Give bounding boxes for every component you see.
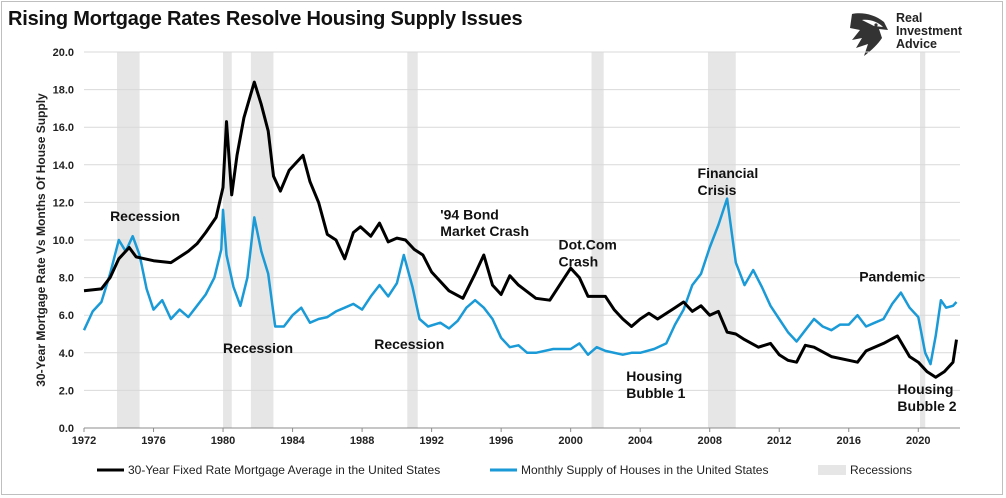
x-tick-label: 2008 [697,435,721,447]
brand-logo: Real Investment Advice [848,10,998,58]
annotation-label: Pandemic [859,268,925,284]
annotation-label: Housing [626,368,682,384]
eagle-head-icon [850,13,888,56]
annotations: Recession Recession Recession '94 BondMarke… [110,165,957,414]
x-tick-label: 2016 [837,435,861,447]
x-tick-label: 1996 [489,435,513,447]
x-tick-label: 1980 [211,435,235,447]
y-tick-label: 10.0 [53,235,74,247]
annotation-label: Recession [110,208,180,224]
annotation-label: Housing [897,381,953,397]
y-tick-label: 18.0 [53,85,74,97]
y-tick-label: 8.0 [59,273,74,285]
brand-name: Real Investment Advice [896,12,962,51]
brand-name-line3: Advice [896,37,937,51]
y-tick-label: 2.0 [59,385,74,397]
annotation-label: Bubble 2 [897,398,956,414]
annotation-label: Recession [374,336,444,352]
x-tick-label: 2012 [767,435,791,447]
annotation-label: Crash [559,253,599,269]
legend: 30-Year Fixed Rate Mortgage Average in t… [97,463,912,477]
x-tick-label: 1976 [141,435,165,447]
x-tick-label: 2020 [906,435,930,447]
x-axis-ticks: 1972 1976 1980 1984 1988 1992 1996 2000 2004 2008… [72,428,931,447]
y-tick-label: 6.0 [59,310,74,322]
x-tick-label: 1992 [419,435,443,447]
legend-label-mortgage: 30-Year Fixed Rate Mortgage Average in t… [128,463,440,477]
y-tick-label: 20.0 [53,47,74,59]
x-tick-label: 1972 [72,435,96,447]
annotation-label: '94 Bond [440,206,499,222]
x-tick-label: 1984 [280,435,305,447]
annotation-label: Market Crash [440,223,529,239]
x-tick-label: 1988 [350,435,374,447]
legend-swatch-recessions [818,465,846,475]
legend-label-supply: Monthly Supply of Houses in the United S… [521,463,768,477]
x-tick-label: 2000 [558,435,582,447]
legend-label-recessions: Recessions [850,463,912,477]
chart-title: Rising Mortgage Rates Resolve Housing Su… [8,8,523,30]
y-axis-ticks: 0.0 2.0 4.0 6.0 8.0 10.0 12.0 14.0 16.0 18.0 20.0 [53,47,74,435]
annotation-label: Recession [223,340,293,356]
y-tick-label: 4.0 [59,348,74,360]
brand-name-line2: Investment [896,24,962,38]
x-tick-label: 2004 [628,435,653,447]
y-tick-label: 12.0 [53,197,74,209]
y-tick-label: 14.0 [53,160,74,172]
annotation-label: Dot.Com [559,236,617,252]
series-line-1 [82,197,958,366]
brand-name-line1: Real [896,11,923,25]
y-tick-label: 16.0 [53,122,74,134]
series-lines [82,80,958,379]
annotation-label: Bubble 1 [626,385,685,401]
y-tick-label: 0.0 [59,423,74,435]
annotation-label: Financial [698,165,759,181]
series-line-0 [83,80,958,379]
gridlines [84,51,960,391]
annotation-label: Crisis [698,182,737,198]
y-axis-label: 30-Year Mortgage Rate Vs Months Of House… [34,93,48,387]
